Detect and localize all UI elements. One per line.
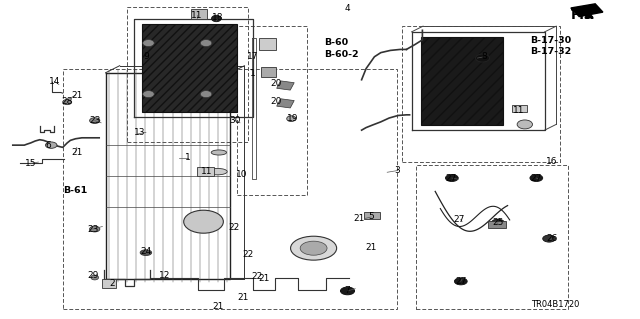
Text: 27: 27 bbox=[455, 277, 467, 286]
Ellipse shape bbox=[517, 120, 532, 129]
Text: 20: 20 bbox=[271, 79, 282, 88]
Text: B-17-30: B-17-30 bbox=[530, 36, 571, 45]
Ellipse shape bbox=[200, 40, 212, 47]
Text: 1: 1 bbox=[185, 153, 190, 162]
Text: 22: 22 bbox=[228, 223, 239, 232]
Ellipse shape bbox=[208, 168, 227, 175]
Ellipse shape bbox=[291, 236, 337, 260]
Ellipse shape bbox=[45, 142, 57, 148]
Bar bbox=[402, 26, 560, 162]
Bar bbox=[364, 212, 380, 219]
Bar bbox=[276, 81, 294, 90]
Ellipse shape bbox=[340, 287, 355, 295]
Ellipse shape bbox=[91, 275, 99, 280]
Text: 9: 9 bbox=[143, 52, 148, 61]
Text: 7: 7 bbox=[345, 286, 350, 295]
Text: 14: 14 bbox=[49, 77, 60, 86]
Ellipse shape bbox=[184, 210, 223, 233]
Polygon shape bbox=[571, 4, 603, 17]
Ellipse shape bbox=[143, 40, 154, 47]
Text: 23: 23 bbox=[87, 225, 99, 234]
Text: 25: 25 bbox=[492, 218, 504, 227]
Text: 16: 16 bbox=[546, 157, 557, 166]
Bar bbox=[421, 37, 503, 125]
Text: 28: 28 bbox=[61, 97, 73, 106]
Ellipse shape bbox=[140, 250, 152, 256]
Text: FR.: FR. bbox=[571, 9, 596, 22]
Text: 27: 27 bbox=[445, 174, 457, 182]
Ellipse shape bbox=[200, 91, 212, 98]
Ellipse shape bbox=[530, 174, 543, 182]
Text: 1: 1 bbox=[250, 69, 255, 78]
Ellipse shape bbox=[543, 235, 556, 242]
Text: 21: 21 bbox=[237, 293, 249, 302]
Text: 17: 17 bbox=[247, 52, 259, 61]
Text: 15: 15 bbox=[25, 159, 36, 168]
Bar bbox=[261, 67, 276, 77]
Bar bbox=[102, 279, 116, 288]
Text: 19: 19 bbox=[287, 114, 299, 123]
Bar bbox=[276, 99, 294, 108]
Text: 21: 21 bbox=[71, 91, 83, 100]
Bar bbox=[416, 165, 568, 309]
Bar bbox=[512, 105, 527, 112]
Text: 29: 29 bbox=[87, 271, 99, 280]
Text: 21: 21 bbox=[353, 214, 365, 223]
Text: 30: 30 bbox=[230, 116, 241, 125]
Text: 22: 22 bbox=[252, 272, 263, 281]
Text: B-17-32: B-17-32 bbox=[530, 47, 571, 56]
Ellipse shape bbox=[90, 118, 100, 123]
Text: 21: 21 bbox=[71, 148, 83, 157]
Text: 27: 27 bbox=[531, 174, 542, 182]
Text: 23: 23 bbox=[89, 116, 100, 125]
Text: 11: 11 bbox=[513, 106, 524, 115]
Bar bbox=[142, 24, 237, 112]
Text: 8: 8 bbox=[481, 52, 486, 61]
Text: 22: 22 bbox=[243, 250, 254, 259]
Ellipse shape bbox=[211, 15, 221, 22]
Ellipse shape bbox=[287, 116, 296, 122]
Text: 21: 21 bbox=[258, 274, 269, 283]
Text: 5: 5 bbox=[369, 212, 374, 221]
Ellipse shape bbox=[143, 91, 154, 98]
Bar bbox=[127, 7, 248, 142]
Text: 11: 11 bbox=[191, 11, 203, 20]
Bar bbox=[488, 221, 506, 228]
Ellipse shape bbox=[211, 150, 227, 155]
Text: 13: 13 bbox=[134, 128, 145, 137]
Text: B-60: B-60 bbox=[324, 38, 348, 47]
Ellipse shape bbox=[63, 100, 72, 105]
Text: B-60-2: B-60-2 bbox=[324, 50, 358, 59]
Text: 24: 24 bbox=[140, 247, 152, 256]
Bar bbox=[259, 38, 276, 50]
Ellipse shape bbox=[445, 174, 458, 182]
Bar bbox=[237, 26, 307, 195]
Ellipse shape bbox=[476, 54, 490, 62]
Ellipse shape bbox=[492, 219, 504, 226]
Bar bbox=[63, 69, 397, 309]
Bar bbox=[191, 9, 207, 19]
Text: 11: 11 bbox=[201, 167, 212, 176]
Text: B-61: B-61 bbox=[63, 186, 87, 195]
Text: 26: 26 bbox=[546, 234, 557, 243]
Text: 18: 18 bbox=[212, 13, 223, 22]
Text: 3: 3 bbox=[394, 166, 399, 175]
Text: 21: 21 bbox=[365, 243, 377, 252]
Bar bbox=[197, 167, 214, 176]
Ellipse shape bbox=[90, 226, 100, 232]
Text: 2: 2 bbox=[109, 279, 115, 288]
Ellipse shape bbox=[300, 241, 327, 255]
Text: 27: 27 bbox=[454, 215, 465, 224]
Ellipse shape bbox=[454, 278, 467, 285]
Text: 12: 12 bbox=[159, 271, 171, 280]
Text: TR04B1720: TR04B1720 bbox=[531, 300, 580, 309]
Text: 6: 6 bbox=[45, 141, 51, 150]
Text: 10: 10 bbox=[236, 170, 247, 179]
Text: 21: 21 bbox=[212, 302, 223, 311]
Text: 20: 20 bbox=[271, 97, 282, 106]
Text: 4: 4 bbox=[345, 4, 350, 13]
